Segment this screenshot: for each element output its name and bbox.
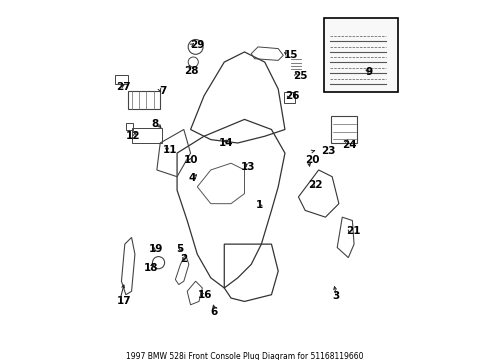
Text: 7: 7 (159, 86, 166, 96)
Bar (331, 116, 356, 143)
Text: 14: 14 (219, 138, 233, 148)
Text: 17: 17 (117, 296, 131, 306)
Text: 15: 15 (284, 50, 298, 60)
Text: 2: 2 (180, 254, 187, 264)
Text: 5: 5 (176, 244, 183, 254)
Text: 12: 12 (125, 131, 140, 141)
Text: 22: 22 (308, 180, 323, 190)
Bar (115, 75, 127, 84)
Text: 29: 29 (190, 40, 204, 50)
Text: 23: 23 (321, 147, 335, 156)
Text: 24: 24 (342, 140, 356, 150)
Bar (323, 18, 397, 93)
Text: 26: 26 (285, 91, 299, 101)
Text: 4: 4 (188, 174, 196, 183)
Text: 3: 3 (331, 291, 339, 301)
Bar (125, 123, 133, 130)
Text: 19: 19 (148, 244, 163, 254)
Text: 9: 9 (365, 67, 371, 77)
Bar (131, 128, 162, 143)
Text: 21: 21 (345, 226, 359, 236)
Text: 1: 1 (256, 201, 263, 210)
Text: 13: 13 (240, 162, 254, 172)
Text: 10: 10 (183, 155, 198, 165)
Bar (284, 92, 294, 103)
Bar (128, 91, 160, 109)
Text: 16: 16 (198, 290, 212, 300)
Text: 20: 20 (305, 155, 319, 165)
Text: 1997 BMW 528i Front Console Plug Diagram for 51168119660: 1997 BMW 528i Front Console Plug Diagram… (125, 352, 363, 360)
Text: 18: 18 (143, 263, 158, 273)
Text: 28: 28 (183, 66, 198, 76)
Text: 27: 27 (116, 82, 130, 93)
Text: 8: 8 (151, 120, 159, 130)
Text: 11: 11 (163, 145, 177, 155)
Text: 6: 6 (210, 307, 218, 316)
Text: 25: 25 (293, 71, 307, 81)
